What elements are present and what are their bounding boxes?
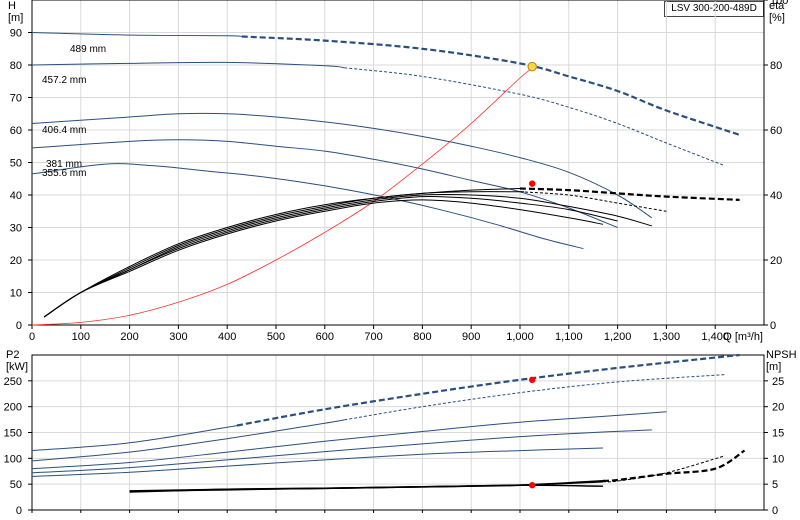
- top-system-curve-5: [31, 66, 535, 326]
- top-eta-curve-10: [43, 199, 604, 318]
- impeller-diameter-label: 406.4 mm: [42, 125, 86, 136]
- npsh-tick-label: 25: [772, 376, 784, 388]
- impeller-diameter-label: 489 mm: [70, 44, 106, 55]
- bottom-power-curve-0-solid: [31, 424, 239, 452]
- y2-tick-label: 60: [770, 125, 782, 137]
- x-tick-label: 400: [218, 331, 236, 343]
- top-head-curve-0-dashed: [241, 35, 740, 136]
- p2-tick-label: 50: [10, 479, 22, 491]
- impeller-diameter-label: 457.2 mm: [42, 75, 86, 86]
- markers: [527, 61, 537, 489]
- y2-axis-title: eta: [769, 0, 785, 12]
- top-head-curve-1-dashed: [344, 67, 726, 167]
- bottom-power-curve-1-dashed: [344, 374, 726, 421]
- npsh-axis-title: NPSH: [766, 349, 797, 361]
- p2-axis-title: [kW]: [6, 361, 28, 373]
- y-tick-label: 20: [10, 255, 22, 267]
- top-eta-curve-8: [43, 194, 652, 318]
- npsh-tick-label: 5: [772, 479, 778, 491]
- y2-tick-label: 0: [770, 320, 776, 332]
- power-point-marker: [529, 376, 536, 383]
- x-tick-label: 900: [462, 331, 480, 343]
- bottom-npsh-curve-5-dashed: [602, 449, 746, 482]
- top-head-curve-2: [31, 112, 653, 219]
- impeller-diameter-label: 381 mm: [46, 159, 82, 170]
- bottom-power-curve-3: [31, 429, 652, 474]
- bottom-power-curve-4: [31, 447, 604, 477]
- x-tick-label: 300: [169, 331, 187, 343]
- x-tick-label: 0: [29, 331, 35, 343]
- impeller-diameter-label: 355.6 mm: [42, 168, 86, 179]
- bottom-power-curve-0-dashed: [236, 353, 740, 427]
- y-tick-label: 90: [10, 28, 22, 40]
- y2-tick-label: 40: [770, 190, 782, 202]
- top-head-curve-0-solid: [31, 32, 242, 37]
- npsh-tick-label: 15: [772, 428, 784, 440]
- x-axis-label: Q [m³/h]: [723, 331, 763, 343]
- x-tick-label: 1,200: [604, 331, 632, 343]
- x-tick-label: 1,100: [555, 331, 583, 343]
- y-tick-label: 0: [16, 320, 22, 332]
- top-eta-curve-6-dashed: [519, 187, 740, 201]
- y-tick-label: 50: [10, 158, 22, 170]
- axes: 0 100 200 300 400 500 600 700 800 900 1,000 1,100 1,…: [4, 0, 797, 517]
- y2-axis-title: [%]: [769, 12, 785, 24]
- top-eta-curve-6-solid: [43, 187, 525, 318]
- y-tick-label: 40: [10, 190, 22, 202]
- npsh-tick-label: 10: [772, 453, 784, 465]
- bottom-grid: [32, 355, 764, 510]
- npsh-tick-label: 0: [772, 505, 778, 517]
- x-tick-label: 600: [316, 331, 334, 343]
- bottom-npsh-curve-6-dashed: [602, 455, 726, 483]
- bottom-power-curve-1-solid: [31, 419, 345, 462]
- p2-axis-title: P2: [6, 349, 19, 361]
- y2-tick-label: 100: [770, 0, 788, 7]
- top-head-curve-4: [31, 163, 584, 250]
- p2-tick-label: 100: [4, 453, 22, 465]
- bottom-power-curve-2: [31, 411, 667, 470]
- top-grid: [32, 0, 764, 325]
- y-tick-label: 70: [10, 93, 22, 105]
- npsh-tick-label: 20: [772, 402, 784, 414]
- y-tick-label: 60: [10, 125, 22, 137]
- y-tick-label: 80: [10, 60, 22, 72]
- x-tick-label: 800: [413, 331, 431, 343]
- y-axis-title: [m]: [8, 12, 23, 24]
- top-eta-curve-7-dashed: [519, 191, 667, 212]
- x-tick-label: 200: [120, 331, 138, 343]
- curves: [31, 32, 746, 493]
- x-tick-label: 1,000: [506, 331, 534, 343]
- p2-tick-label: 250: [4, 376, 22, 388]
- p2-tick-label: 0: [16, 505, 22, 517]
- x-tick-label: 1,400: [701, 331, 729, 343]
- x-tick-label: 1,300: [653, 331, 681, 343]
- npsh-axis-title: [m]: [766, 361, 781, 373]
- y-tick-label: 10: [10, 288, 22, 300]
- top-eta-curve-9: [43, 195, 618, 318]
- p2-tick-label: 200: [4, 402, 22, 414]
- efficiency-point-marker: [529, 180, 536, 187]
- npsh-point-marker: [529, 482, 536, 489]
- y-axis-title: H: [8, 0, 16, 12]
- x-tick-label: 700: [364, 331, 382, 343]
- x-tick-label: 100: [72, 331, 90, 343]
- duty-point-marker: [527, 61, 537, 72]
- top-eta-curve-7-solid: [43, 191, 525, 318]
- p2-tick-label: 150: [4, 428, 22, 440]
- y2-tick-label: 80: [770, 60, 782, 72]
- top-head-curve-1-solid: [31, 61, 345, 69]
- y2-tick-label: 20: [770, 255, 782, 267]
- y-tick-label: 30: [10, 223, 22, 235]
- x-tick-label: 500: [267, 331, 285, 343]
